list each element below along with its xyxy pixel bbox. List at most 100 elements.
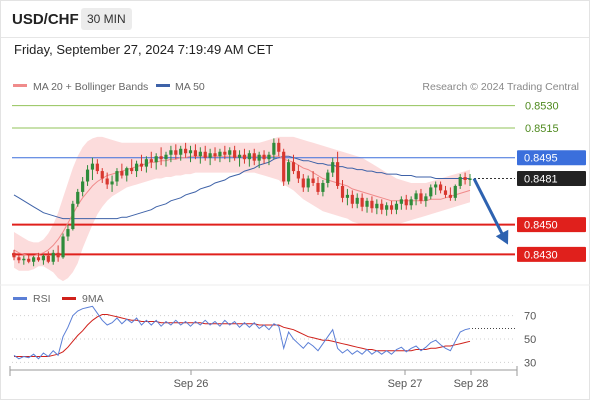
candle-body [17, 257, 21, 261]
candle-body [237, 154, 242, 158]
candle-body [434, 184, 438, 188]
forecast-arrow-head [495, 229, 509, 245]
forecast-arrow-shaft [472, 177, 506, 239]
candle-body [169, 150, 173, 155]
candle-body [429, 187, 433, 197]
candle-body [223, 151, 227, 155]
candle-body [375, 203, 379, 209]
candle-body [105, 178, 109, 185]
candle-body [316, 182, 320, 192]
candle-body [100, 171, 104, 179]
candle-body [301, 178, 305, 188]
candle-body [419, 193, 423, 201]
candle-body [340, 185, 345, 198]
candle-body [12, 252, 16, 258]
candle-body [203, 151, 207, 158]
pivot-tag-0.8495 [517, 150, 586, 166]
candle-body [458, 177, 462, 186]
candle-body [66, 229, 70, 237]
candle-body [262, 154, 266, 160]
pivot-label-0.8495: 0.8495 [524, 153, 558, 165]
resistance-label-0.8515: 0.8515 [525, 123, 559, 135]
candle-body [159, 156, 163, 160]
timestamp: Friday, September 27, 2024 7:19:49 AM CE… [14, 42, 274, 57]
candle-body [208, 153, 212, 158]
candle-body [125, 168, 129, 176]
candle-body [41, 255, 46, 261]
candle-body [311, 178, 315, 183]
candle-body [272, 142, 276, 155]
candle-body [360, 197, 364, 207]
candle-body [326, 172, 330, 183]
candle-body [438, 184, 443, 191]
candle-body [399, 199, 403, 204]
chart-header: USD/CHF 30 MIN [1, 1, 589, 38]
candle-body [247, 153, 251, 160]
candle-body [414, 193, 418, 200]
legend-swatch-ma20 [13, 84, 27, 87]
rsi-ma-line [14, 314, 471, 357]
candle-body [110, 181, 114, 185]
rsi-line [13, 305, 471, 360]
candle-body [81, 181, 85, 192]
candle-body [345, 194, 350, 198]
support-tag-0.8430 [517, 246, 586, 262]
candle-body [365, 200, 369, 207]
candle-body [370, 200, 374, 209]
candle-body [27, 258, 31, 262]
candle-body [115, 171, 119, 182]
candle-body [164, 154, 168, 160]
candle-body [184, 148, 188, 154]
candle-body [22, 258, 26, 261]
x-tick-label: Sep 28 [454, 378, 489, 390]
ma20-line [13, 155, 471, 257]
candle-body [453, 185, 457, 198]
candle-body [174, 150, 178, 155]
x-tick-label: Sep 27 [388, 378, 423, 390]
timeframe-badge[interactable]: 30 MIN [81, 8, 132, 30]
candle-body [56, 252, 60, 258]
legend-label-ma50: MA 50 [175, 81, 205, 93]
candle-body [291, 162, 296, 172]
support-label-0.8450: 0.8450 [524, 220, 558, 232]
legend-swatch-rsi [13, 297, 27, 300]
candle-body [85, 169, 90, 182]
candle-body [134, 163, 139, 172]
candle-body [380, 203, 384, 210]
candle-body [389, 205, 394, 210]
resistance-label-0.8530: 0.8530 [525, 101, 559, 113]
candle-body [277, 142, 281, 152]
candle-body [130, 168, 134, 172]
candle-body [355, 197, 359, 204]
candle-body [267, 154, 271, 160]
candle-body [51, 252, 55, 262]
current-price-label: 0.8481 [524, 174, 558, 186]
candle-body [61, 236, 65, 258]
candle-body [90, 163, 95, 170]
candle-body [198, 151, 202, 157]
candle-body [331, 162, 335, 173]
rsi-tick-50: 50 [524, 334, 536, 346]
legend-label-ma20: MA 20 + Bollinger Bands [33, 81, 148, 93]
symbol-title: USD/CHF [12, 11, 79, 28]
candle-body [144, 159, 148, 167]
candle-body [154, 156, 158, 163]
candle-body [228, 150, 232, 155]
legend-swatch-ma50 [156, 84, 170, 87]
current-price-tag [517, 171, 586, 187]
candle-body [448, 194, 452, 198]
candle-body [424, 196, 428, 201]
legend-swatch-rsi-ma [62, 297, 76, 300]
legend-label-rsi-ma: 9MA [82, 293, 104, 305]
candle-body [179, 148, 183, 155]
candle-body [71, 203, 75, 230]
candle-body [76, 191, 80, 204]
candle-body [468, 178, 472, 180]
candle-body [120, 171, 124, 176]
candle-body [463, 177, 467, 180]
candle-body [336, 162, 340, 186]
candle-body [282, 151, 286, 182]
candle-body [242, 154, 247, 160]
candle-body [233, 150, 237, 158]
candle-body [321, 182, 325, 192]
